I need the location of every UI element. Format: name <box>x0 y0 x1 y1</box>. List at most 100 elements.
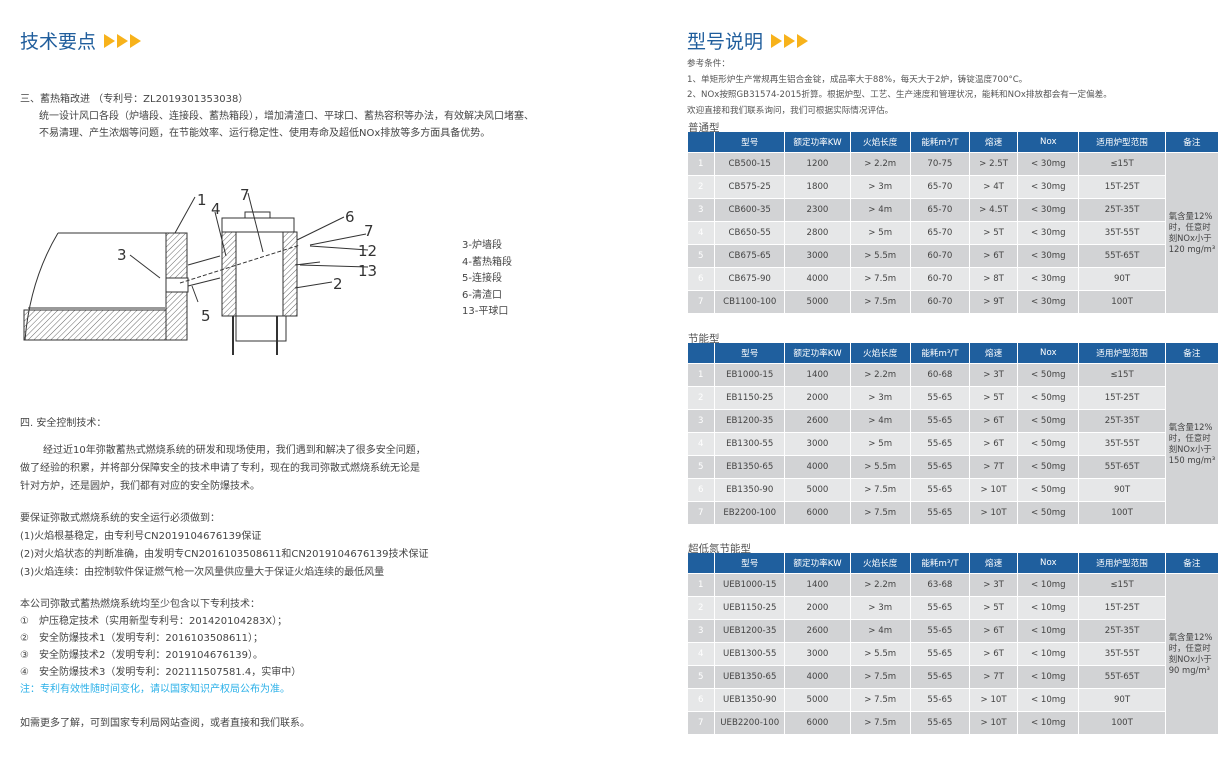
table-row: 6 UEB1350-90 5000 > 7.5m 55-65 > 10T < 10mg 90T <box>688 689 1218 711</box>
cell-flame-length: > 2.2m <box>850 153 910 175</box>
header-remark: 备注 <box>1165 343 1218 363</box>
cell-rated-power: 2000 <box>785 387 850 409</box>
header-melt-rate: 熔速 <box>970 553 1018 573</box>
cell-flame-length: > 4m <box>850 410 910 432</box>
table-row: 4 EB1300-55 3000 > 5m 55-65 > 6T < 50mg 35T-55T <box>688 433 1218 455</box>
cell-furnace-range: 100T <box>1079 712 1165 734</box>
header-melt-rate: 熔速 <box>970 132 1018 152</box>
table-row: 2 EB1150-25 2000 > 3m 55-65 > 5T < 50mg 15T-25T <box>688 387 1218 409</box>
cell-nox: < 10mg <box>1018 689 1079 711</box>
header-remark: 备注 <box>1165 132 1218 152</box>
cell-flame-length: > 7.5m <box>850 479 910 501</box>
section-title-models: 型号说明 <box>687 27 809 54</box>
cell-rated-power: 1200 <box>785 153 850 175</box>
cell-energy: 55-65 <box>910 620 970 642</box>
cell-rated-power: 4000 <box>785 456 850 478</box>
cell-furnace-range: 35T-55T <box>1079 433 1165 455</box>
cell-melt-rate: > 10T <box>970 689 1018 711</box>
cell-energy: 55-65 <box>910 479 970 501</box>
section3-line2: 不易清理、产生浓烟等问题，在节能效率、运行稳定性、使用寿命及超低NOx排放等多方… <box>39 128 491 139</box>
para-line: 针对方炉，还是圆炉，我们都有对应的安全防爆技术。 <box>20 481 260 492</box>
cell-flame-length: > 5.5m <box>850 456 910 478</box>
cell-furnace-range: 90T <box>1079 689 1165 711</box>
cell-model: UEB1350-65 <box>715 666 785 688</box>
cell-furnace-range: 25T-35T <box>1079 199 1165 221</box>
cell-flame-length: > 2.2m <box>850 574 910 596</box>
cell-flame-length: > 7.5m <box>850 712 910 734</box>
cell-melt-rate: > 6T <box>970 410 1018 432</box>
section3-line1: 统一设计风口各段（炉墙段、连接段、蓄热箱段），增加清渣口、平球口、蓄热容积等办法… <box>39 111 534 122</box>
cell-index: 1 <box>688 574 715 596</box>
header-energy: 能耗m³/T <box>910 343 970 363</box>
model-table-ultra-low-nox: 型号 额定功率KW 火焰长度 能耗m³/T 熔速 Nox 适用炉型范围 备注 1 UEB1000-… <box>687 552 1219 735</box>
cell-flame-length: > 3m <box>850 597 910 619</box>
cell-index: 3 <box>688 199 715 221</box>
cell-melt-rate: > 6T <box>970 620 1018 642</box>
callout-3: 3 <box>117 246 127 264</box>
cell-furnace-range: 55T-65T <box>1079 666 1165 688</box>
table-row: 3 CB600-35 2300 > 4m 65-70 > 4.5T < 30mg 25T-35… <box>688 199 1218 221</box>
table-title: 节能型 <box>688 333 720 345</box>
cell-flame-length: > 4m <box>850 199 910 221</box>
cell-nox: < 10mg <box>1018 597 1079 619</box>
legend-item: 6-清渣口 <box>462 289 502 301</box>
patent-line: 本公司弥散式蓄热燃烧系统均至少包含以下专利技术： <box>20 599 260 610</box>
header-row: 型号 额定功率KW 火焰长度 能耗m³/T 熔速 Nox 适用炉型范围 备注 <box>688 553 1218 573</box>
table-row: 4 CB650-55 2800 > 5m 65-70 > 5T < 30mg 35T-55T <box>688 222 1218 244</box>
cell-furnace-range: 15T-25T <box>1079 176 1165 198</box>
section3-heading: 三、蓄热箱改进 （专利号：ZL2019301353038） <box>20 94 249 105</box>
cell-model: EB1200-35 <box>715 410 785 432</box>
cell-index: 5 <box>688 666 715 688</box>
callout-6: 6 <box>345 208 355 226</box>
patent-note: 注：专利有效性随时间变化，请以国家知识产权局公布为准。 <box>20 684 290 695</box>
header-flame-length: 火焰长度 <box>850 343 910 363</box>
table-title: 超低氮节能型 <box>688 543 751 555</box>
cell-nox: < 30mg <box>1018 222 1079 244</box>
condition-line: 参考条件： <box>687 59 730 69</box>
triple-arrow-icon <box>771 33 809 48</box>
cell-furnace-range: 55T-65T <box>1079 456 1165 478</box>
cell-nox: < 10mg <box>1018 643 1079 665</box>
header-energy: 能耗m³/T <box>910 553 970 573</box>
cell-model: CB600-35 <box>715 199 785 221</box>
cell-energy: 65-70 <box>910 199 970 221</box>
header-model: 型号 <box>715 553 785 573</box>
callout-1: 1 <box>197 191 207 209</box>
req-line: (2)对火焰状态的判断准确，由发明专CN2016103508611和CN2019… <box>20 549 429 560</box>
cell-energy: 55-65 <box>910 666 970 688</box>
header-flame-length: 火焰长度 <box>850 132 910 152</box>
cell-nox: < 50mg <box>1018 479 1079 501</box>
header-row: 型号 额定功率KW 火焰长度 能耗m³/T 熔速 Nox 适用炉型范围 备注 <box>688 132 1218 152</box>
cell-flame-length: > 3m <box>850 176 910 198</box>
cell-melt-rate: > 8T <box>970 268 1018 290</box>
cell-index: 5 <box>688 456 715 478</box>
table-row: 7 CB1100-100 5000 > 7.5m 60-70 > 9T < 30mg 100T <box>688 291 1218 313</box>
cell-model: UEB1350-90 <box>715 689 785 711</box>
header-rated-power: 额定功率KW <box>785 132 850 152</box>
cell-furnace-range: 35T-55T <box>1079 222 1165 244</box>
contact-footer: 如需更多了解，可到国家专利局网站查阅，或者直接和我们联系。 <box>20 718 310 729</box>
cell-furnace-range: 100T <box>1079 291 1165 313</box>
table-title: 普通型 <box>688 122 720 134</box>
cell-index: 2 <box>688 387 715 409</box>
condition-line: 2、NOx按照GB31574-2015折算。根据炉型、工艺、生产速度和管理状况，… <box>687 90 1112 100</box>
cell-index: 6 <box>688 268 715 290</box>
cell-melt-rate: > 3T <box>970 574 1018 596</box>
condition-line: 1、单矩形炉生产常规再生铝合金锭，成品率大于88%，每天大于2炉，铸锭温度700… <box>687 74 1028 85</box>
cell-rated-power: 5000 <box>785 479 850 501</box>
cell-model: UEB1300-55 <box>715 643 785 665</box>
cell-furnace-range: 90T <box>1079 268 1165 290</box>
cell-model: EB1150-25 <box>715 387 785 409</box>
header-index <box>688 553 715 573</box>
header-model: 型号 <box>715 132 785 152</box>
cell-nox: < 10mg <box>1018 574 1079 596</box>
callout-7b: 7 <box>364 222 374 240</box>
header-index <box>688 132 715 152</box>
cell-energy: 55-65 <box>910 433 970 455</box>
header-nox: Nox <box>1018 343 1079 363</box>
cell-nox: < 30mg <box>1018 153 1079 175</box>
regenerator-diagram: 1 3 4 5 7 6 7 12 13 2 <box>23 186 377 355</box>
cell-flame-length: > 4m <box>850 620 910 642</box>
cell-furnace-range: 15T-25T <box>1079 597 1165 619</box>
triple-arrow-icon <box>104 33 142 48</box>
